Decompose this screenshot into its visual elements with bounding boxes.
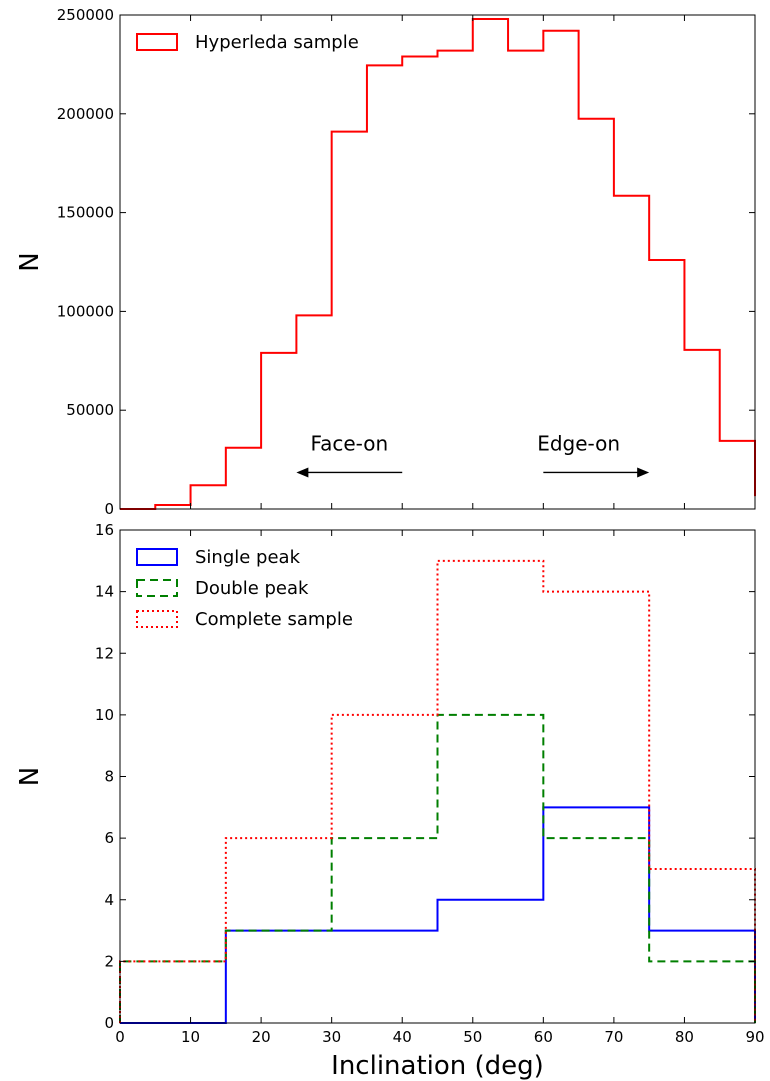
y-tick-label: 200000 [57,105,114,123]
plot-frame [119,14,756,510]
annotation-arrow-head [637,467,650,478]
y-tick-label: 4 [104,891,114,909]
y-tick-label: 2 [104,952,114,970]
annotation-1: Edge-on [537,432,650,478]
legend-swatch-1 [136,579,178,597]
series-group [120,17,756,510]
x-tick-label: 30 [322,1028,341,1046]
x-tick-label: 40 [393,1028,412,1046]
x-tick-label: 50 [463,1028,482,1046]
legend-swatch-0 [136,548,178,566]
x-axis-title: Inclination (deg) [331,1051,544,1081]
y-tick-label: 100000 [57,302,114,320]
y-tick-label: 14 [95,583,114,601]
y-tick-label: 10 [95,706,114,724]
x-tick-label: 20 [252,1028,271,1046]
y-tick-label: 50000 [66,401,114,419]
y-tick-label: 12 [95,644,114,662]
legend-label-2: Complete sample [195,609,353,630]
series-line-1 [119,713,756,1023]
bottom-panel-histogram: 0 10 20 30 40 50 60 70 80 90 0 2 4 6 8 10 12 14 16 N Inclina… [15,521,765,1081]
annotation-label: Edge-on [537,432,620,456]
x-tick-label: 80 [675,1028,694,1046]
legend-swatch-0 [136,33,178,51]
x-tick-label: 10 [181,1028,200,1046]
annotation-label: Face-on [310,432,388,456]
y-tick-label: 0 [104,1014,114,1032]
y-tick-label: 150000 [57,204,114,222]
series-group [119,559,756,1024]
x-tick-label: 90 [745,1028,764,1046]
y-axis: 0 2 4 6 8 10 12 14 16 [95,521,755,1032]
annotation-0: Face-on [296,432,403,478]
top-panel-histogram: 0 50000 100000 150000 200000 250000 N Hyperleda… [15,6,756,518]
y-axis: 0 50000 100000 150000 200000 250000 [57,6,755,518]
x-tick-label: 60 [534,1028,553,1046]
y-tick-label: 8 [104,768,114,786]
annotation-arrow-head [296,467,309,478]
series-line-0 [120,17,756,510]
legend: Single peak Double peak Complete sample [136,547,353,630]
y-tick-label: 16 [95,521,114,539]
y-tick-label: 0 [104,500,114,518]
x-tick-label: 0 [115,1028,125,1046]
y-tick-label: 6 [104,829,114,847]
x-axis: 0 10 20 30 40 50 60 70 80 90 [115,530,765,1046]
legend-swatch-2 [136,610,178,628]
y-tick-label: 250000 [57,6,114,24]
x-axis [119,15,756,509]
legend: Hyperleda sample [136,32,359,53]
legend-label-0: Single peak [195,547,301,568]
legend-label-1: Double peak [195,578,309,599]
y-axis-title: N [15,252,45,271]
x-tick-label: 70 [604,1028,623,1046]
legend-label-0: Hyperleda sample [195,32,359,53]
y-axis-title: N [15,767,45,786]
